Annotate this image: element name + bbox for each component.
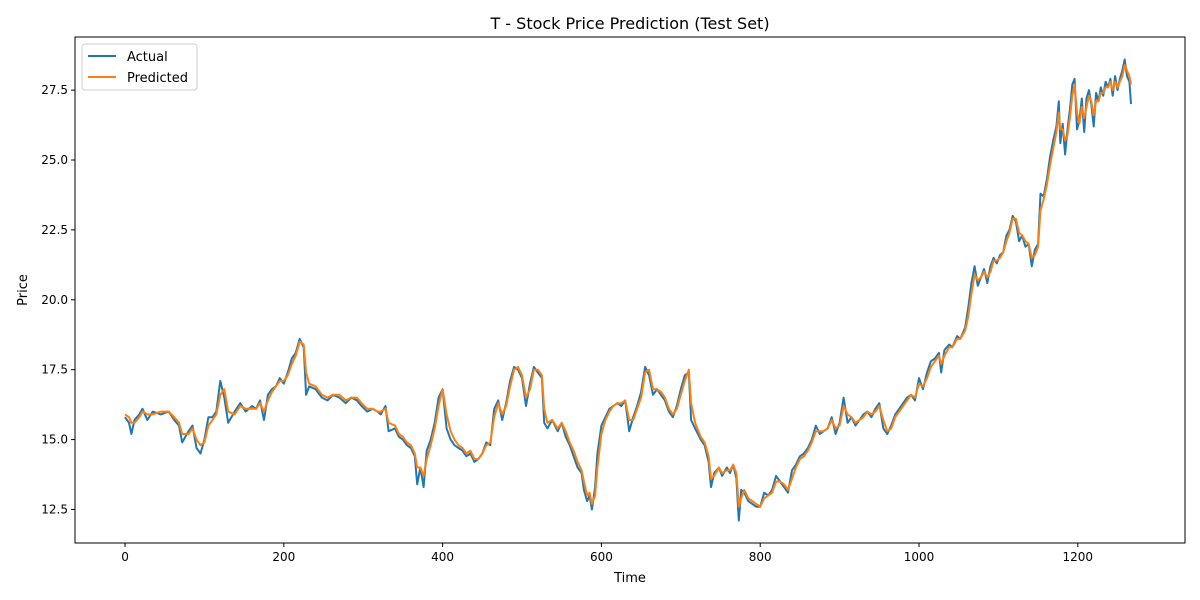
series-layer bbox=[124, 58, 1132, 522]
y-tick-label: 12.5 bbox=[41, 502, 68, 516]
series-line-predicted bbox=[124, 64, 1132, 508]
y-tick-label: 27.5 bbox=[41, 83, 68, 97]
y-tick-label: 20.0 bbox=[41, 293, 68, 307]
axes-frame bbox=[74, 36, 1186, 544]
legend-predicted-label: Predicted bbox=[127, 71, 188, 86]
x-tick-label: 1200 bbox=[1063, 550, 1094, 564]
x-tick-label: 0 bbox=[121, 550, 129, 564]
x-tick-label: 800 bbox=[749, 550, 772, 564]
series-line-actual bbox=[124, 58, 1132, 522]
x-tick-label: 200 bbox=[272, 550, 295, 564]
y-axis-label: Price bbox=[16, 274, 31, 306]
legend-actual-label: Actual bbox=[127, 50, 168, 65]
y-tick-label: 17.5 bbox=[41, 363, 68, 377]
x-axis-label: Time bbox=[613, 571, 646, 586]
x-tick-label: 400 bbox=[431, 550, 454, 564]
x-tick-label: 600 bbox=[590, 550, 613, 564]
x-axis-ticks: 0 200 400 600 800 1000 1200 bbox=[121, 543, 1093, 564]
y-tick-label: 25.0 bbox=[41, 153, 68, 167]
x-tick-label: 1000 bbox=[904, 550, 935, 564]
y-tick-label: 22.5 bbox=[41, 223, 68, 237]
legend: Actual Predicted bbox=[81, 43, 198, 91]
plot-area: 0 200 400 600 800 1000 1200 12.5 15.0 17.5 20.0 22… bbox=[41, 36, 1186, 564]
chart-title: T - Stock Price Prediction (Test Set) bbox=[489, 14, 769, 33]
y-axis-ticks: 12.5 15.0 17.5 20.0 22.5 25.0 27.5 bbox=[41, 83, 75, 516]
y-tick-label: 15.0 bbox=[41, 433, 68, 447]
